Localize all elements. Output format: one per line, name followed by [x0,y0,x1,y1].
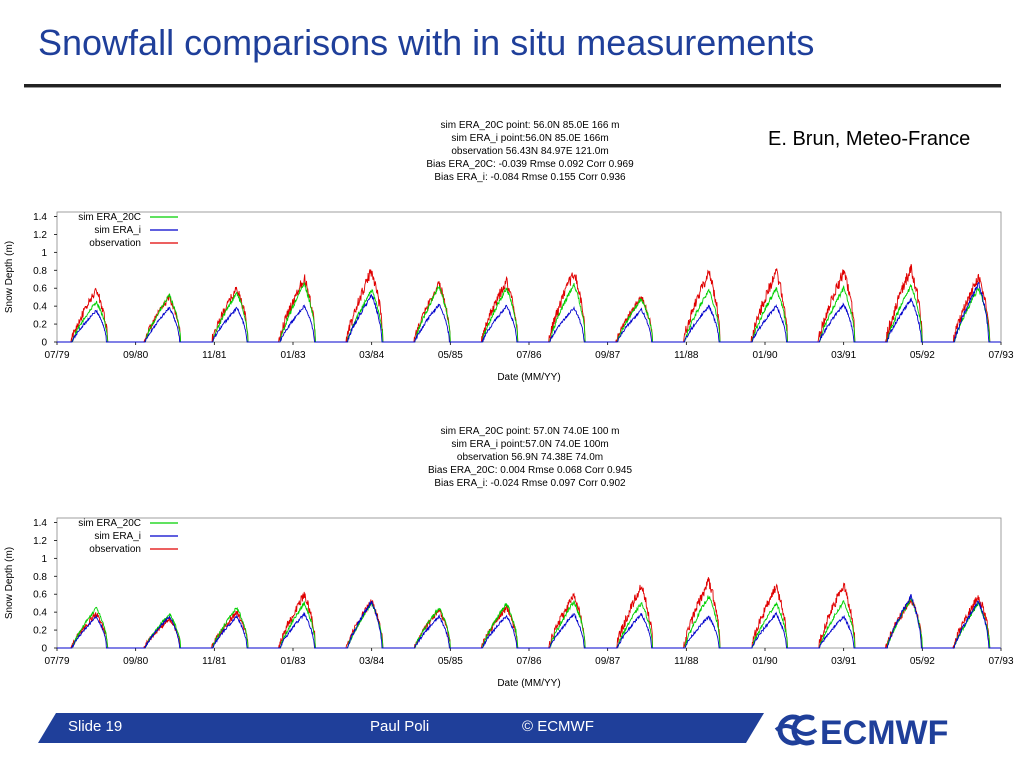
chart-header-line: Bias ERA_20C: -0.039 Rmse 0.092 Corr 0.9… [426,159,634,170]
series-line-observation [57,577,1001,650]
snow-depth-chart-2: sim ERA_20C point: 57.0N 74.0E 100 m sim … [4,426,1014,689]
footer-bar [38,713,764,743]
x-tick-label: 05/85 [438,350,463,361]
x-tick-label: 07/79 [44,656,69,667]
x-axis-label: Date (MM/YY) [497,678,560,689]
series-line-sim-era-20c [57,595,1001,649]
series-line-sim-era-i [57,593,1001,649]
x-tick-label: 07/86 [516,350,541,361]
legend-label: sim ERA_20C [78,212,141,223]
chart-header-line: sim ERA_i point:57.0N 74.0E 100m [451,439,608,450]
y-axis-label: Snow Depth (m) [4,547,15,619]
snow-depth-chart-1: sim ERA_20C point: 56.0N 85.0E 166 m sim … [4,120,1014,383]
legend-label: observation [89,238,141,249]
x-tick-label: 05/92 [910,656,935,667]
legend-label: observation [89,544,141,555]
y-tick-label: 0 [41,338,47,349]
x-tick-label: 01/90 [752,350,777,361]
chart-header-line: observation 56.43N 84.97E 121.0m [451,146,608,157]
slide-title: Snowfall comparisons with in situ measur… [38,22,815,63]
legend-label: sim ERA_i [94,531,141,542]
x-tick-label: 09/80 [123,656,148,667]
series-line-observation [57,263,1001,343]
x-tick-label: 03/84 [359,656,384,667]
legend-label: sim ERA_20C [78,518,141,529]
chart-header-line: sim ERA_20C point: 57.0N 74.0E 100 m [441,426,620,437]
x-tick-label: 11/81 [202,350,227,361]
y-tick-label: 1.4 [33,518,47,529]
x-tick-label: 03/91 [831,350,856,361]
x-tick-label: 05/85 [438,656,463,667]
x-tick-label: 09/87 [595,350,620,361]
chart-header-line: observation 56.9N 74.38E 74.0m [457,452,603,463]
y-tick-label: 1 [41,248,47,259]
chart-header-line: sim ERA_i point:56.0N 85.0E 166m [451,133,608,144]
ecmwf-logo-text: ECMWF [820,714,948,752]
y-tick-label: 0.6 [33,284,47,295]
x-tick-label: 01/90 [752,656,777,667]
x-tick-label: 07/93 [988,656,1013,667]
x-tick-label: 09/80 [123,350,148,361]
x-tick-label: 03/84 [359,350,384,361]
chart-header-line: Bias ERA_20C: 0.004 Rmse 0.068 Corr 0.94… [428,465,632,476]
y-tick-label: 0.6 [33,590,47,601]
y-tick-label: 0.2 [33,320,47,331]
title-divider [24,84,1001,87]
y-tick-label: 1.2 [33,536,47,547]
x-tick-label: 11/88 [674,350,699,361]
chart-header-line: Bias ERA_i: -0.024 Rmse 0.097 Corr 0.902 [434,478,626,489]
y-tick-label: 0.2 [33,626,47,637]
series-line-sim-era-20c [57,282,1001,343]
y-axis-label: Snow Depth (m) [4,241,15,313]
x-tick-label: 01/83 [280,656,305,667]
x-tick-label: 07/86 [516,656,541,667]
chart-header-line: Bias ERA_i: -0.084 Rmse 0.155 Corr 0.936 [434,172,626,183]
x-tick-label: 11/88 [674,656,699,667]
y-tick-label: 0.4 [33,302,47,313]
x-tick-label: 01/83 [280,350,305,361]
x-tick-label: 03/91 [831,656,856,667]
x-tick-label: 11/81 [202,656,227,667]
footer-author: Paul Poli [370,718,430,735]
title-divider-shadow [24,87,1001,88]
y-tick-label: 0.4 [33,608,47,619]
x-axis-label: Date (MM/YY) [497,372,560,383]
x-tick-label: 05/92 [910,350,935,361]
x-tick-label: 07/79 [44,350,69,361]
series-line-sim-era-i [57,281,1001,343]
y-tick-label: 1.4 [33,212,47,223]
legend-label: sim ERA_i [94,225,141,236]
plot-frame [56,211,1002,343]
y-tick-label: 0.8 [33,266,47,277]
y-tick-label: 1 [41,554,47,565]
x-tick-label: 07/93 [988,350,1013,361]
y-tick-label: 0 [41,644,47,655]
ecmwf-logo: ECMWF [774,714,948,752]
plot-frame [56,517,1002,649]
y-tick-label: 1.2 [33,230,47,241]
slide-number: Slide 19 [68,718,123,735]
y-tick-label: 0.8 [33,572,47,583]
chart-header-line: sim ERA_20C point: 56.0N 85.0E 166 m [441,120,620,131]
author-credit: E. Brun, Meteo-France [768,128,971,150]
footer-copyright: © ECMWF [522,718,594,735]
x-tick-label: 09/87 [595,656,620,667]
